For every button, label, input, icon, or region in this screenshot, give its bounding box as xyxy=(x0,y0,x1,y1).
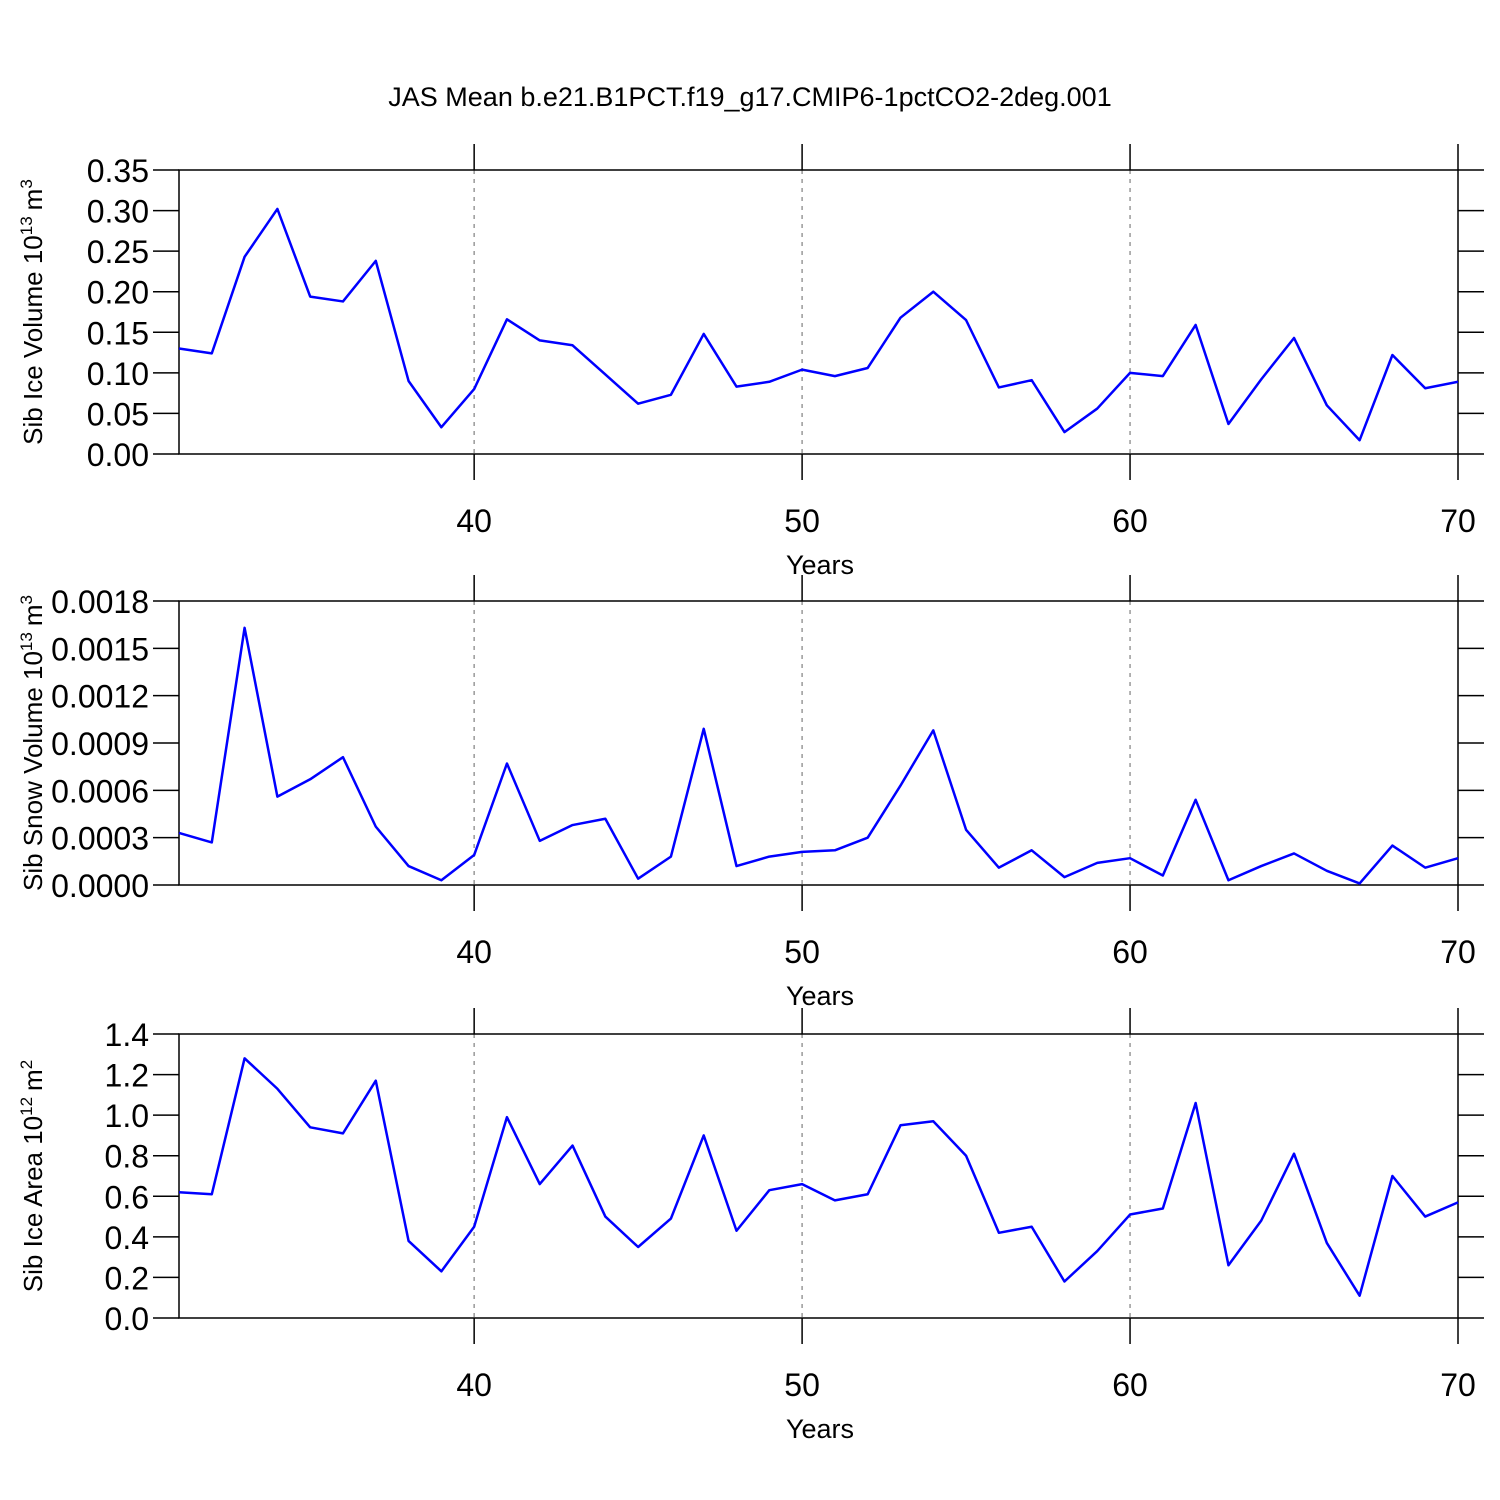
y-axis-label: Sib Ice Volume 1013 m3 xyxy=(17,179,48,445)
y-tick-label: 0.8 xyxy=(105,1139,149,1175)
x-axis-label: Years xyxy=(786,981,854,1011)
y-tick-label: 0.30 xyxy=(87,194,149,230)
y-axis-label: Sib Ice Area 1012 m2 xyxy=(17,1060,48,1292)
y-tick-label: 0.05 xyxy=(87,396,149,432)
x-axis-label: Years xyxy=(786,1414,854,1444)
x-tick-label: 40 xyxy=(456,503,492,539)
x-tick-label: 50 xyxy=(784,503,820,539)
x-tick-label: 50 xyxy=(784,1367,820,1403)
x-tick-label: 40 xyxy=(456,1367,492,1403)
y-axis-label-text: Sib Snow Volume 10 xyxy=(18,651,48,891)
x-tick-label: 50 xyxy=(784,934,820,970)
data-line xyxy=(178,626,1459,885)
x-tick-label: 60 xyxy=(1112,503,1148,539)
y-axis-label-unit-exp: 3 xyxy=(17,179,36,188)
x-tick-label: 40 xyxy=(456,934,492,970)
data-line xyxy=(178,1057,1459,1297)
x-tick-label: 60 xyxy=(1112,934,1148,970)
y-tick-label: 0.25 xyxy=(87,234,149,270)
chart-title: JAS Mean b.e21.B1PCT.f19_g17.CMIP6-1pctC… xyxy=(388,82,1111,112)
y-axis-label-unit: m xyxy=(18,604,48,626)
plot-frame xyxy=(178,1033,1459,1319)
y-tick-label: 0.2 xyxy=(105,1260,149,1296)
x-tick-label: 60 xyxy=(1112,1367,1148,1403)
y-axis-label-text: Sib Ice Area 10 xyxy=(18,1116,48,1292)
y-axis-label-exp: 12 xyxy=(17,1097,36,1116)
y-axis-label: Sib Snow Volume 1013 m3 xyxy=(17,595,48,891)
x-tick-label: 70 xyxy=(1440,934,1476,970)
y-tick-label: 0.15 xyxy=(87,315,149,351)
plot-frame xyxy=(178,169,1459,455)
y-tick-label: 0.0000 xyxy=(51,868,149,904)
y-tick-label: 0.0006 xyxy=(51,773,149,809)
y-axis-label-exp: 13 xyxy=(17,216,36,235)
x-tick-label: 70 xyxy=(1440,503,1476,539)
y-tick-label: 1.4 xyxy=(105,1017,149,1053)
plot-frame xyxy=(178,600,1459,886)
y-axis-label-unit: m xyxy=(18,189,48,211)
y-tick-label: 0.0009 xyxy=(51,726,149,762)
x-tick-label: 70 xyxy=(1440,1367,1476,1403)
y-tick-label: 0.4 xyxy=(105,1220,149,1256)
data-line xyxy=(178,207,1459,442)
y-tick-label: 0.20 xyxy=(87,275,149,311)
y-tick-label: 0.0 xyxy=(105,1301,149,1337)
y-tick-label: 0.0003 xyxy=(51,821,149,857)
y-axis-label-unit-exp: 2 xyxy=(17,1060,36,1069)
y-axis-label-text: Sib Ice Volume 10 xyxy=(18,235,48,445)
y-tick-label: 0.6 xyxy=(105,1179,149,1215)
y-tick-label: 1.2 xyxy=(105,1058,149,1094)
y-tick-label: 0.00 xyxy=(87,437,149,473)
y-tick-label: 0.0015 xyxy=(51,631,149,667)
y-tick-label: 0.35 xyxy=(87,153,149,189)
y-axis-label-exp: 13 xyxy=(17,632,36,651)
y-tick-label: 0.10 xyxy=(87,356,149,392)
y-tick-label: 1.0 xyxy=(105,1098,149,1134)
y-axis-label-unit-exp: 3 xyxy=(17,595,36,604)
x-axis-label: Years xyxy=(786,550,854,580)
y-axis-label-unit: m xyxy=(18,1069,48,1091)
y-tick-label: 0.0012 xyxy=(51,679,149,715)
y-tick-label: 0.0018 xyxy=(51,584,149,620)
